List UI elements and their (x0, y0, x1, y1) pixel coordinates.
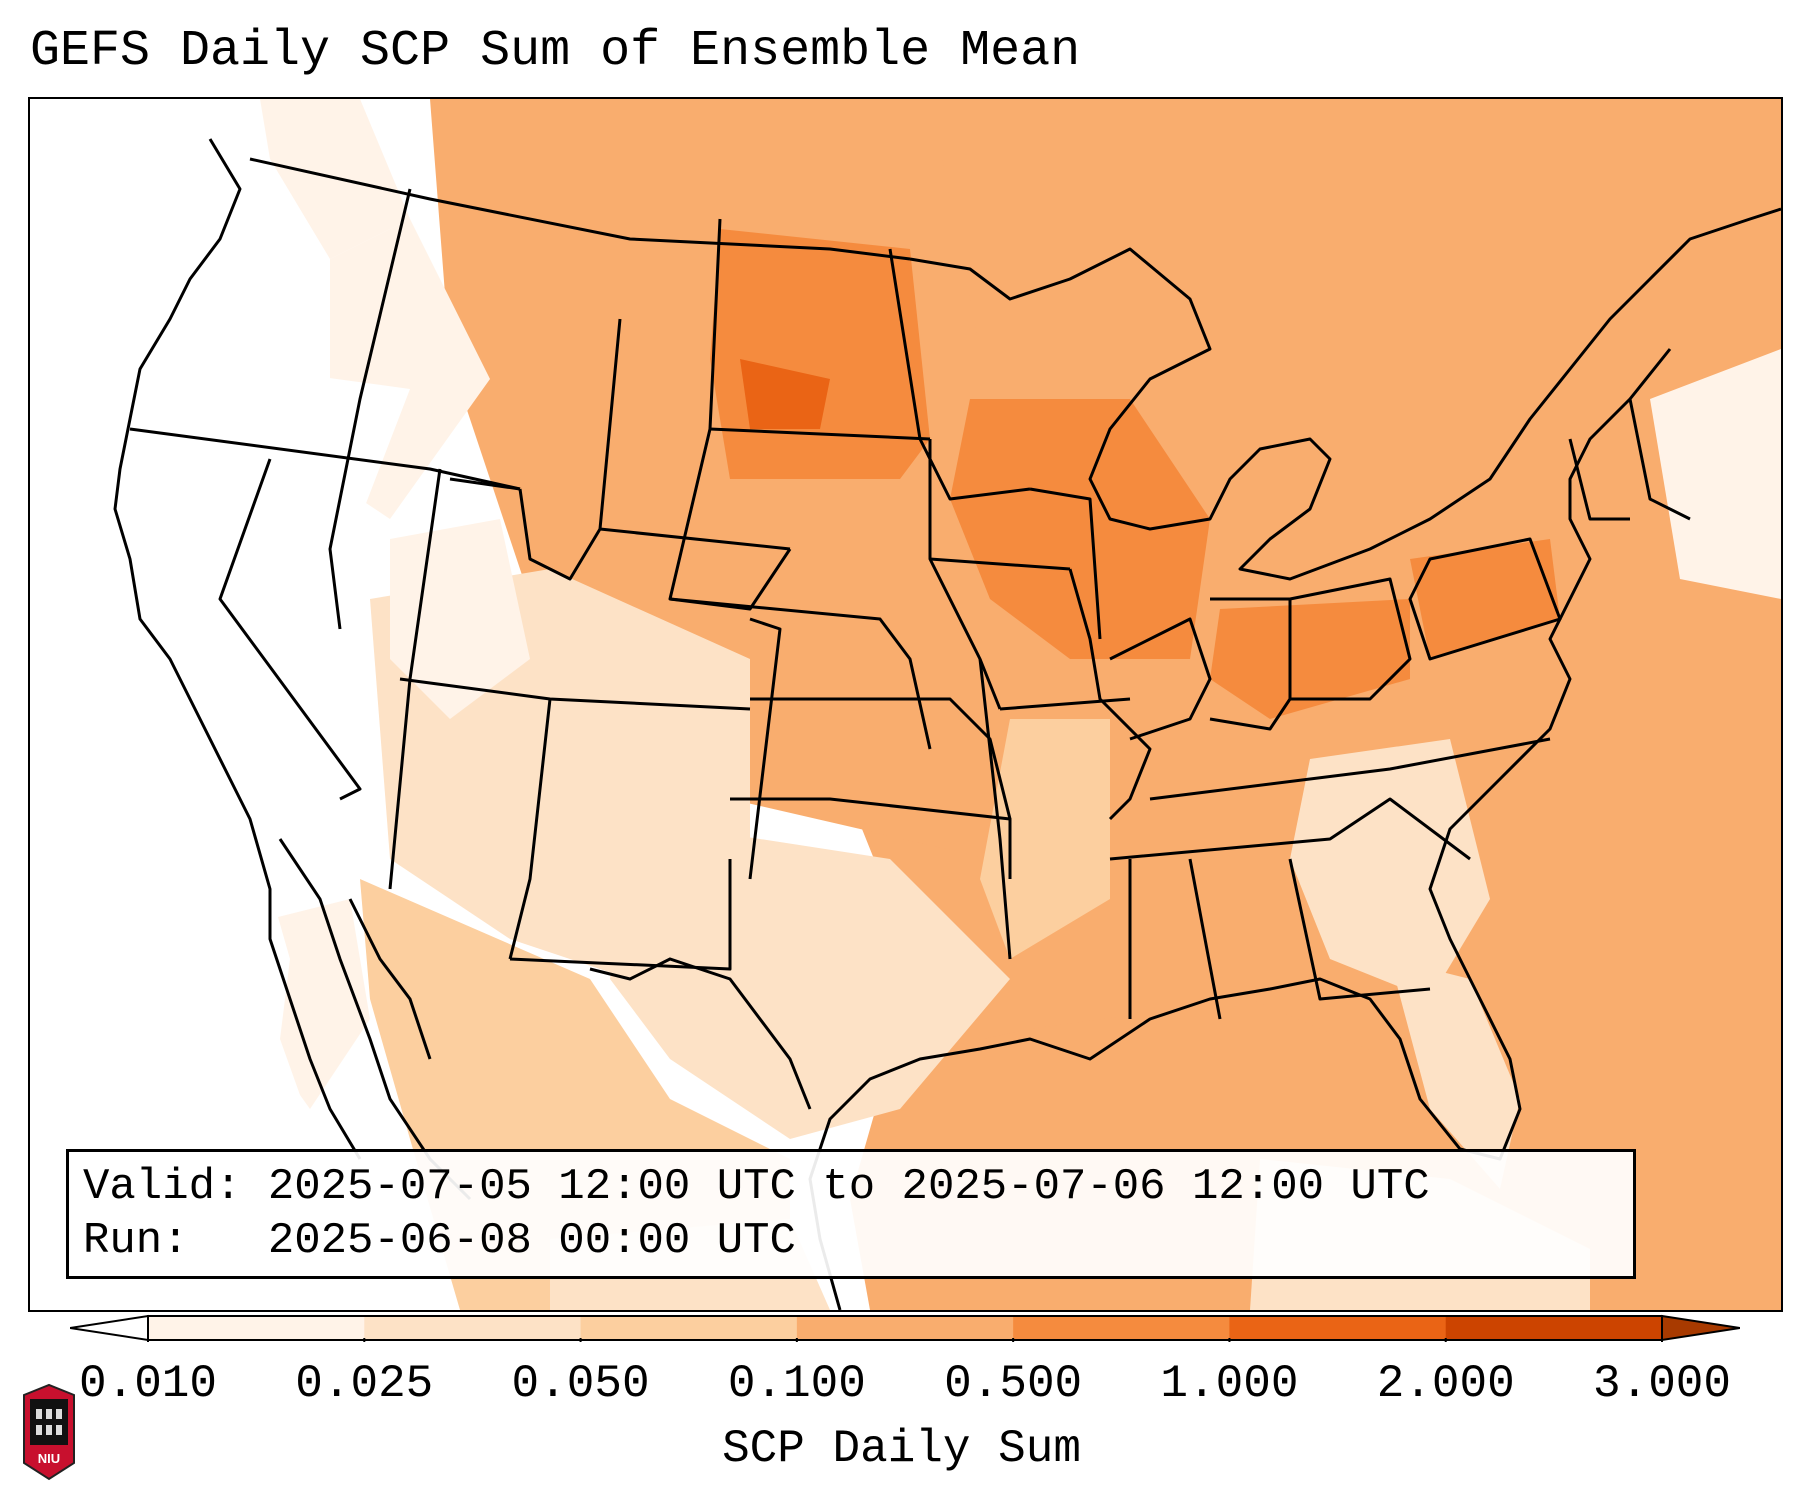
valid-label: Valid: (83, 1162, 242, 1212)
colorbar-tick-label: 1.000 (1160, 1358, 1299, 1410)
scp-shading (260, 99, 1781, 1310)
colorbar-segment (1229, 1316, 1447, 1340)
colorbar-tick-label: 3.000 (1592, 1358, 1732, 1410)
niu-logo: NIU (20, 1383, 78, 1483)
colorbar-tick-label: 0.500 (944, 1358, 1083, 1410)
valid-value: 2025-07-05 12:00 UTC to 2025-07-06 12:00… (267, 1162, 1430, 1212)
run-line: Run: 2025-06-08 00:00 UTC (83, 1214, 1619, 1268)
colorbar-segment (148, 1316, 365, 1340)
run-label: Run: (83, 1216, 189, 1266)
colorbar-tick-label: 0.010 (78, 1358, 218, 1410)
colorbar-tick-label: 0.025 (295, 1358, 434, 1410)
colorbar-extend-high (1661, 1314, 1741, 1342)
colorbar-extend-low (69, 1314, 149, 1342)
colorbar-segment (1013, 1316, 1230, 1340)
colorbar-label: SCP Daily Sum (722, 1423, 1081, 1475)
map-title: GEFS Daily SCP Sum of Ensemble Mean (30, 23, 1081, 80)
niu-logo-icon: NIU (23, 1383, 75, 1481)
colorbar-svg (69, 1314, 1741, 1342)
colorbar-segment (580, 1316, 798, 1340)
colorbar (69, 1314, 1741, 1342)
valid-run-info: Valid: 2025-07-05 12:00 UTC to 2025-07-0… (66, 1149, 1636, 1279)
scp-map (30, 99, 1781, 1310)
colorbar-outline (147, 1315, 1663, 1341)
colorbar-tick-label: 0.050 (511, 1358, 650, 1410)
map-panel (28, 97, 1783, 1312)
colorbar-segment (364, 1316, 582, 1340)
colorbar-tick-label: 2.000 (1376, 1358, 1515, 1410)
state-boundaries (113, 138, 1781, 1310)
colorbar-tick-label: 0.100 (727, 1358, 866, 1410)
valid-line: Valid: 2025-07-05 12:00 UTC to 2025-07-0… (83, 1160, 1619, 1214)
run-value: 2025-06-08 00:00 UTC (267, 1216, 796, 1266)
colorbar-segment (1445, 1316, 1663, 1340)
colorbar-segment (796, 1316, 1014, 1340)
svg-text:NIU: NIU (38, 1451, 60, 1466)
